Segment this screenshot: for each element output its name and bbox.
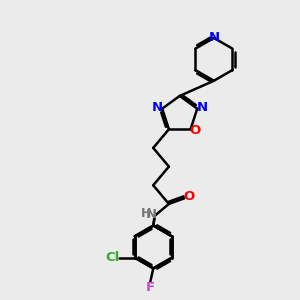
Text: F: F <box>146 280 155 294</box>
Text: N: N <box>208 31 220 44</box>
Text: N: N <box>146 208 158 221</box>
Text: N: N <box>196 101 208 114</box>
Text: Cl: Cl <box>106 251 120 264</box>
Text: O: O <box>190 124 201 137</box>
Text: N: N <box>152 101 163 114</box>
Text: O: O <box>184 190 195 203</box>
Text: H: H <box>141 207 152 220</box>
